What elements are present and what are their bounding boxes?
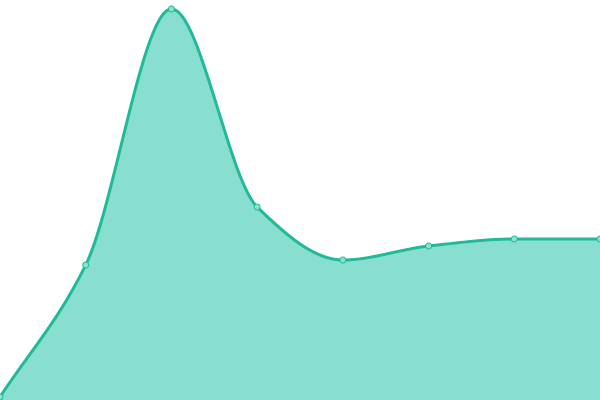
data-point-6: [510, 235, 518, 243]
data-point-3: [253, 203, 261, 211]
series-line: [0, 7, 600, 398]
data-point-7: [596, 235, 600, 243]
area-fill: [0, 9, 600, 400]
data-points: [0, 5, 600, 400]
data-point-4: [339, 256, 347, 264]
data-point-5: [425, 242, 433, 250]
data-point-2: [167, 5, 175, 13]
data-point-1: [82, 261, 90, 269]
data-point-0: [0, 393, 4, 400]
